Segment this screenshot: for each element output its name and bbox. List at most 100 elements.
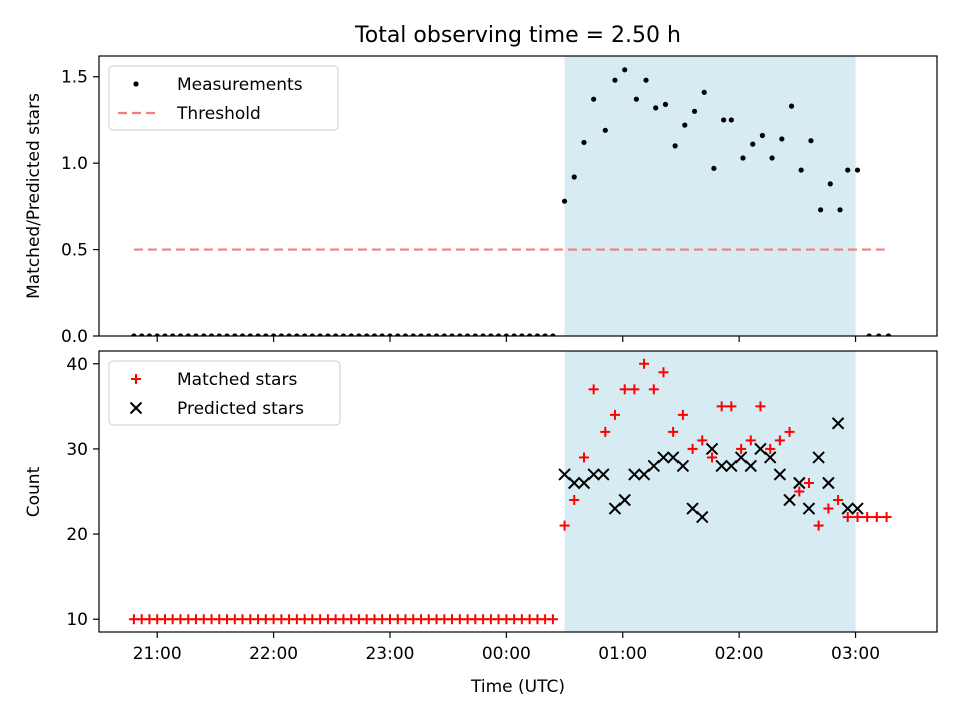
measurements-point bbox=[488, 333, 494, 336]
measurements-point bbox=[255, 333, 261, 336]
predicted-stars-point bbox=[773, 468, 787, 481]
measurements-point bbox=[827, 181, 833, 187]
measurements-point bbox=[379, 333, 385, 336]
matched-stars-point bbox=[881, 512, 892, 523]
predicted-stars-point bbox=[628, 468, 641, 481]
legend: Measurements Threshold bbox=[108, 65, 339, 131]
predicted-stars-point bbox=[783, 493, 796, 507]
measurements-point bbox=[885, 333, 892, 336]
measurements-point bbox=[170, 333, 176, 336]
y-tick-label: 40 bbox=[66, 355, 88, 375]
predicted-stars-point bbox=[841, 502, 854, 515]
measurements-point bbox=[728, 117, 734, 123]
measurements-point bbox=[239, 333, 246, 336]
measurements-point bbox=[495, 333, 502, 336]
measurements-point bbox=[682, 122, 688, 128]
matched-stars-point bbox=[823, 503, 834, 514]
measurements-point bbox=[511, 333, 517, 336]
measurements-point bbox=[317, 333, 323, 336]
matched-stars-point bbox=[668, 426, 679, 437]
measurements-point bbox=[750, 141, 756, 147]
top-plot-ylabel: Matched/Predicted stars bbox=[24, 93, 44, 299]
legend-label: Measurements bbox=[177, 75, 303, 95]
predicted-stars-point bbox=[812, 451, 825, 464]
measurements-point bbox=[542, 333, 548, 336]
measurements-point bbox=[818, 207, 824, 213]
legend-box bbox=[108, 65, 339, 131]
legend-entry: Predicted stars bbox=[129, 399, 304, 419]
measurements-point bbox=[527, 333, 533, 336]
measurements-point bbox=[395, 333, 401, 336]
measurements-point bbox=[845, 167, 851, 173]
x-tick-label: 22:00 bbox=[249, 644, 298, 664]
predicted-stars-point bbox=[696, 510, 709, 524]
measurements-point bbox=[759, 132, 766, 139]
predicted-stars-point bbox=[597, 468, 610, 481]
measurements-point bbox=[387, 333, 393, 336]
matched-stars-point bbox=[774, 435, 785, 446]
matched-stars-point bbox=[588, 384, 599, 395]
measurements-point bbox=[662, 101, 669, 107]
measurements-point bbox=[348, 333, 354, 336]
measurements-point bbox=[193, 333, 199, 336]
legend-entry: Matched stars bbox=[131, 370, 297, 390]
matched-stars-point bbox=[707, 452, 718, 463]
y-tick-label: 0.0 bbox=[61, 327, 88, 347]
measurements-point bbox=[302, 333, 308, 336]
measurements-point bbox=[201, 333, 207, 336]
measurements-point bbox=[402, 333, 409, 336]
matched-stars-point bbox=[578, 452, 589, 463]
y-tick-label: 30 bbox=[66, 440, 88, 460]
measurements-point bbox=[534, 333, 541, 336]
measurements-point bbox=[876, 333, 882, 336]
predicted-stars-point bbox=[822, 476, 835, 490]
measurements-point bbox=[364, 333, 370, 336]
matched-stars-point bbox=[784, 426, 795, 437]
measurements-point bbox=[472, 333, 478, 336]
measurements-point bbox=[410, 333, 416, 336]
y-tick-label: 1.5 bbox=[61, 68, 88, 88]
measurements-point bbox=[633, 96, 639, 102]
measurements-point bbox=[325, 333, 331, 336]
measurements-point bbox=[779, 136, 785, 142]
measurements-point bbox=[232, 333, 238, 336]
matched-stars-point bbox=[813, 520, 824, 531]
matched-stars-point bbox=[569, 495, 580, 506]
matched-stars-point bbox=[726, 401, 737, 412]
legend: Matched stars Predicted stars bbox=[108, 360, 341, 426]
observing-window-shade bbox=[564, 351, 856, 632]
measurements-point bbox=[131, 333, 137, 336]
measurements-point bbox=[270, 333, 277, 336]
measurements-point bbox=[333, 333, 339, 336]
x-tick-label: 23:00 bbox=[365, 644, 414, 664]
measurements-point bbox=[224, 333, 230, 336]
measurements-point bbox=[309, 333, 315, 336]
measurements-point bbox=[480, 333, 486, 336]
measurements-point bbox=[721, 117, 727, 123]
measurements-point bbox=[550, 333, 556, 336]
measurements-point bbox=[519, 333, 525, 336]
measurements-point bbox=[854, 167, 861, 173]
measurements-point bbox=[278, 333, 284, 336]
measurements-point bbox=[837, 207, 843, 213]
matched-stars-point bbox=[803, 477, 814, 488]
predicted-stars-point bbox=[657, 451, 670, 464]
x-tick-label: 02:00 bbox=[715, 644, 764, 664]
matched-stars-point bbox=[745, 435, 756, 446]
measurements-point bbox=[612, 77, 618, 83]
measurements-point bbox=[653, 105, 659, 111]
predicted-stars-point bbox=[587, 468, 600, 481]
predicted-stars-point bbox=[568, 476, 581, 490]
matched-stars-point bbox=[852, 512, 863, 523]
plot-area bbox=[128, 351, 892, 632]
measurements-point bbox=[581, 139, 587, 146]
matched-stars-point bbox=[547, 614, 558, 625]
matched-stars-point bbox=[871, 512, 882, 523]
measurements-point bbox=[711, 165, 717, 171]
measurements-point bbox=[294, 333, 300, 336]
matched-stars-point bbox=[736, 443, 747, 454]
measurements-point bbox=[177, 333, 184, 336]
bottom-plot-ylabel: Count bbox=[24, 466, 44, 517]
measurements-point bbox=[263, 333, 269, 336]
